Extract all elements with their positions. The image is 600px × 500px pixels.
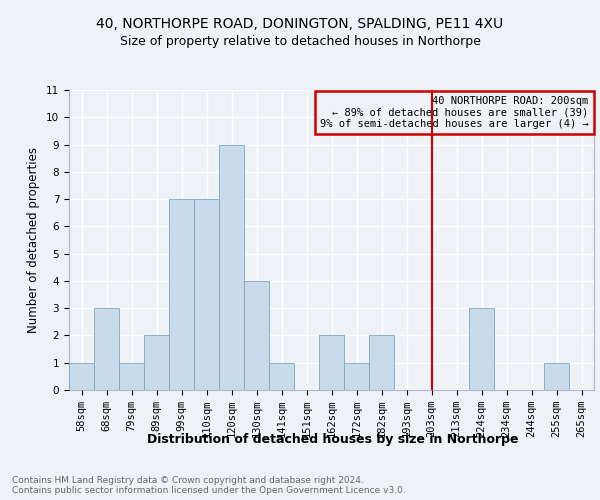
- Bar: [369, 336, 394, 390]
- Bar: [219, 144, 244, 390]
- Bar: [544, 362, 569, 390]
- Bar: [94, 308, 119, 390]
- Bar: [244, 281, 269, 390]
- Bar: [69, 362, 94, 390]
- Bar: [319, 336, 344, 390]
- Bar: [269, 362, 294, 390]
- Bar: [144, 336, 169, 390]
- Bar: [194, 199, 219, 390]
- Y-axis label: Number of detached properties: Number of detached properties: [28, 147, 40, 333]
- Text: Size of property relative to detached houses in Northorpe: Size of property relative to detached ho…: [119, 35, 481, 48]
- Bar: [344, 362, 369, 390]
- Text: Contains HM Land Registry data © Crown copyright and database right 2024.
Contai: Contains HM Land Registry data © Crown c…: [12, 476, 406, 495]
- Bar: [119, 362, 144, 390]
- Bar: [169, 199, 194, 390]
- Text: 40 NORTHORPE ROAD: 200sqm
← 89% of detached houses are smaller (39)
9% of semi-d: 40 NORTHORPE ROAD: 200sqm ← 89% of detac…: [320, 96, 589, 129]
- Text: 40, NORTHORPE ROAD, DONINGTON, SPALDING, PE11 4XU: 40, NORTHORPE ROAD, DONINGTON, SPALDING,…: [97, 18, 503, 32]
- Bar: [469, 308, 494, 390]
- Text: Distribution of detached houses by size in Northorpe: Distribution of detached houses by size …: [147, 432, 519, 446]
